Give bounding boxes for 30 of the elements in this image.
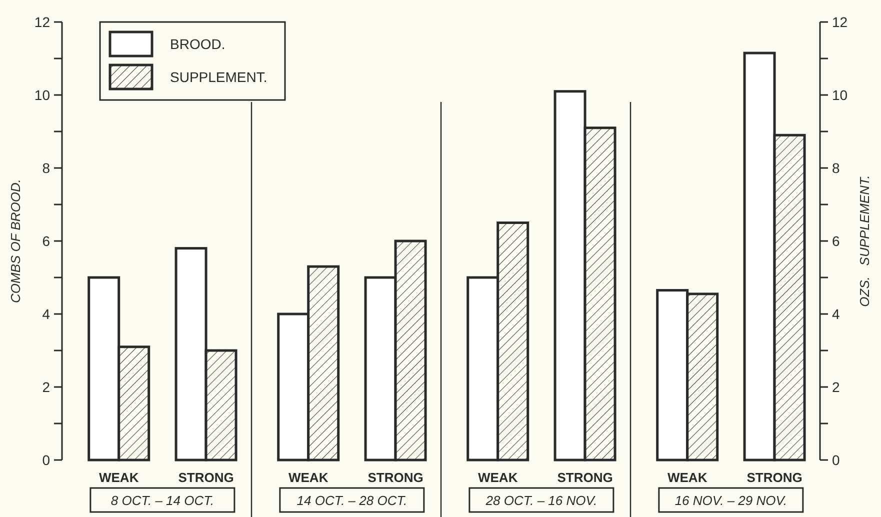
- y-tick-label: 0: [42, 452, 50, 468]
- y2-tick-label: 4: [832, 306, 840, 322]
- y2-axis-title: OZS. SUPPLEMENT.: [857, 175, 872, 307]
- legend-label: SUPPLEMENT.: [170, 69, 268, 85]
- text: 28 OCT. – 16 NOV.: [484, 493, 598, 508]
- x-tick-label: STRONG: [178, 470, 234, 485]
- y2-tick-label: 8: [832, 160, 840, 176]
- y-tick-label: 10: [34, 86, 50, 103]
- y2-tick-label: 2: [832, 378, 840, 395]
- y2-tick-label: 12: [832, 14, 848, 30]
- x-tick-label: STRONG: [746, 470, 802, 485]
- x-tick-label: STRONG: [368, 470, 424, 485]
- text: 16 NOV. – 29 NOV.: [674, 493, 788, 508]
- x-tick-label: WEAK: [98, 470, 140, 485]
- x-tick-label: STRONG: [557, 470, 613, 485]
- legend-label: BROOD.: [170, 36, 226, 52]
- y-tick-label: 8: [42, 160, 50, 176]
- y-axis-title: COMBS OF BROOD.: [8, 179, 23, 303]
- y2-tick-label: 10: [832, 86, 848, 103]
- x-tick-label: WEAK: [288, 470, 329, 485]
- text: 14 OCT. – 28 OCT.: [296, 493, 408, 508]
- y2-tick-label: 6: [832, 232, 840, 249]
- x-tick-label: WEAK: [667, 470, 708, 485]
- text: 8 OCT. – 14 OCT.: [110, 493, 214, 508]
- y-tick-label: 12: [34, 14, 50, 30]
- x-tick-label: WEAK: [478, 470, 518, 485]
- y-tick-label: 6: [42, 232, 50, 249]
- y-tick-label: 2: [42, 378, 50, 395]
- y-tick-label: 4: [42, 306, 50, 322]
- y2-tick-label: 0: [832, 452, 840, 468]
